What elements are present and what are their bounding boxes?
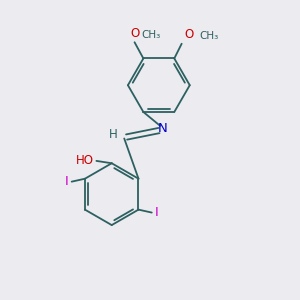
Text: I: I [155,206,158,219]
Text: O: O [184,28,194,41]
Text: I: I [65,175,69,188]
Text: O: O [130,27,139,40]
Text: HO: HO [76,154,94,167]
Text: H: H [109,128,118,141]
Text: CH₃: CH₃ [141,30,160,40]
Text: CH₃: CH₃ [199,32,219,41]
Text: N: N [158,122,167,135]
